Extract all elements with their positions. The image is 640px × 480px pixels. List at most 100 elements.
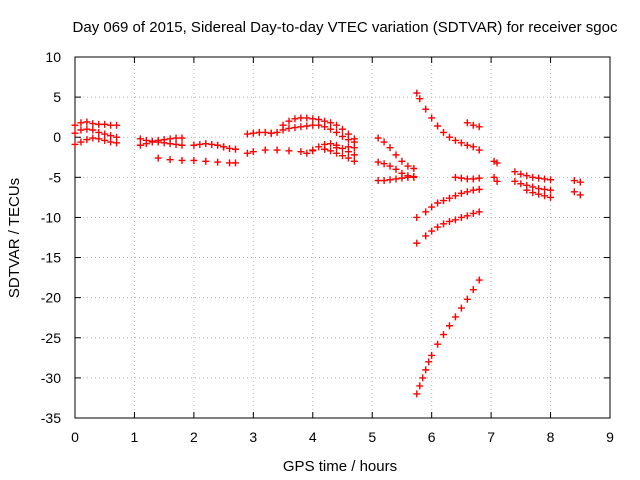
series-arc-20 bbox=[451, 173, 483, 183]
data-point bbox=[517, 170, 525, 178]
data-point bbox=[166, 140, 174, 148]
data-point bbox=[273, 128, 281, 136]
data-point bbox=[333, 121, 341, 129]
data-point bbox=[89, 120, 97, 128]
y-tick-label: -30 bbox=[41, 370, 61, 386]
series-arc-30 bbox=[570, 188, 584, 199]
data-point bbox=[226, 144, 234, 152]
data-point bbox=[321, 145, 329, 153]
data-point bbox=[71, 121, 79, 129]
y-axis-label: SDTVAR / TECUs bbox=[6, 178, 23, 298]
data-point bbox=[410, 173, 418, 181]
data-point bbox=[446, 322, 453, 330]
data-point bbox=[154, 138, 162, 146]
data-point bbox=[463, 188, 471, 196]
data-point bbox=[576, 178, 584, 186]
data-point bbox=[529, 173, 537, 181]
series-arc-22 bbox=[413, 208, 483, 247]
data-point bbox=[107, 138, 115, 146]
data-point bbox=[422, 208, 430, 216]
data-point bbox=[410, 165, 418, 173]
data-point bbox=[321, 123, 329, 131]
data-point bbox=[77, 119, 85, 127]
data-point bbox=[380, 177, 388, 185]
data-point bbox=[535, 190, 543, 198]
data-point bbox=[386, 176, 394, 184]
data-point bbox=[440, 331, 448, 339]
data-point bbox=[463, 119, 471, 127]
data-point bbox=[469, 143, 477, 151]
data-point bbox=[392, 175, 400, 183]
data-point bbox=[469, 186, 477, 194]
data-point bbox=[95, 120, 103, 128]
data-point bbox=[463, 212, 471, 220]
data-point bbox=[95, 135, 103, 143]
data-point bbox=[380, 138, 388, 146]
data-point bbox=[434, 122, 442, 130]
data-point bbox=[160, 139, 168, 147]
data-point bbox=[374, 177, 382, 185]
series-arc-29 bbox=[570, 177, 584, 186]
series-arc-06 bbox=[154, 154, 239, 167]
y-tick-label: 5 bbox=[53, 89, 61, 105]
data-point bbox=[469, 209, 477, 217]
data-point bbox=[89, 134, 97, 142]
data-point bbox=[327, 125, 335, 133]
data-point bbox=[202, 140, 210, 148]
data-point bbox=[457, 174, 465, 182]
data-point bbox=[154, 154, 162, 162]
y-tick-label: 10 bbox=[45, 49, 61, 65]
series-arc-01 bbox=[71, 118, 121, 129]
data-point bbox=[511, 168, 519, 176]
data-point bbox=[451, 173, 459, 181]
data-point bbox=[95, 128, 103, 136]
data-point bbox=[113, 139, 121, 147]
data-point bbox=[309, 121, 317, 129]
data-point bbox=[457, 139, 465, 147]
data-point bbox=[208, 140, 216, 148]
data-point bbox=[398, 174, 406, 182]
data-point bbox=[475, 276, 483, 284]
chart-title: Day 069 of 2015, Sidereal Day-to-day VTE… bbox=[73, 19, 618, 36]
data-point bbox=[380, 160, 388, 168]
data-point bbox=[309, 146, 317, 154]
y-tick-label: 0 bbox=[53, 129, 61, 145]
data-point bbox=[327, 147, 335, 155]
data-point bbox=[428, 351, 436, 359]
data-point bbox=[413, 89, 421, 97]
data-point bbox=[291, 124, 299, 132]
data-point bbox=[279, 126, 287, 134]
data-point bbox=[422, 366, 430, 374]
data-point bbox=[386, 162, 394, 170]
data-point bbox=[232, 145, 239, 153]
data-point bbox=[243, 130, 251, 138]
data-point bbox=[428, 203, 436, 211]
data-point bbox=[416, 382, 424, 390]
data-point bbox=[71, 129, 79, 137]
data-point bbox=[83, 125, 91, 133]
data-point bbox=[451, 136, 459, 144]
data-point bbox=[541, 185, 549, 193]
x-tick-label: 9 bbox=[606, 429, 614, 445]
data-point bbox=[422, 105, 430, 113]
series-arc-03 bbox=[71, 134, 121, 148]
data-point bbox=[457, 304, 465, 312]
series-arc-07 bbox=[190, 140, 228, 151]
data-point bbox=[404, 162, 412, 170]
data-point bbox=[413, 213, 421, 221]
x-tick-label: 7 bbox=[487, 429, 495, 445]
data-point bbox=[297, 114, 305, 122]
data-point bbox=[493, 159, 501, 167]
data-point bbox=[178, 134, 186, 142]
data-point bbox=[350, 144, 358, 152]
data-point bbox=[475, 146, 483, 154]
y-tick-labels: 10 5 0 -5 -10 -15 -20 -25 -30 -35 bbox=[41, 49, 61, 426]
data-point bbox=[535, 174, 543, 182]
data-point bbox=[303, 114, 311, 122]
data-point bbox=[469, 121, 477, 129]
data-point bbox=[285, 117, 293, 125]
y-tick-label: -20 bbox=[41, 290, 61, 306]
data-point bbox=[273, 146, 281, 154]
data-point bbox=[416, 95, 424, 103]
data-point bbox=[428, 227, 436, 235]
